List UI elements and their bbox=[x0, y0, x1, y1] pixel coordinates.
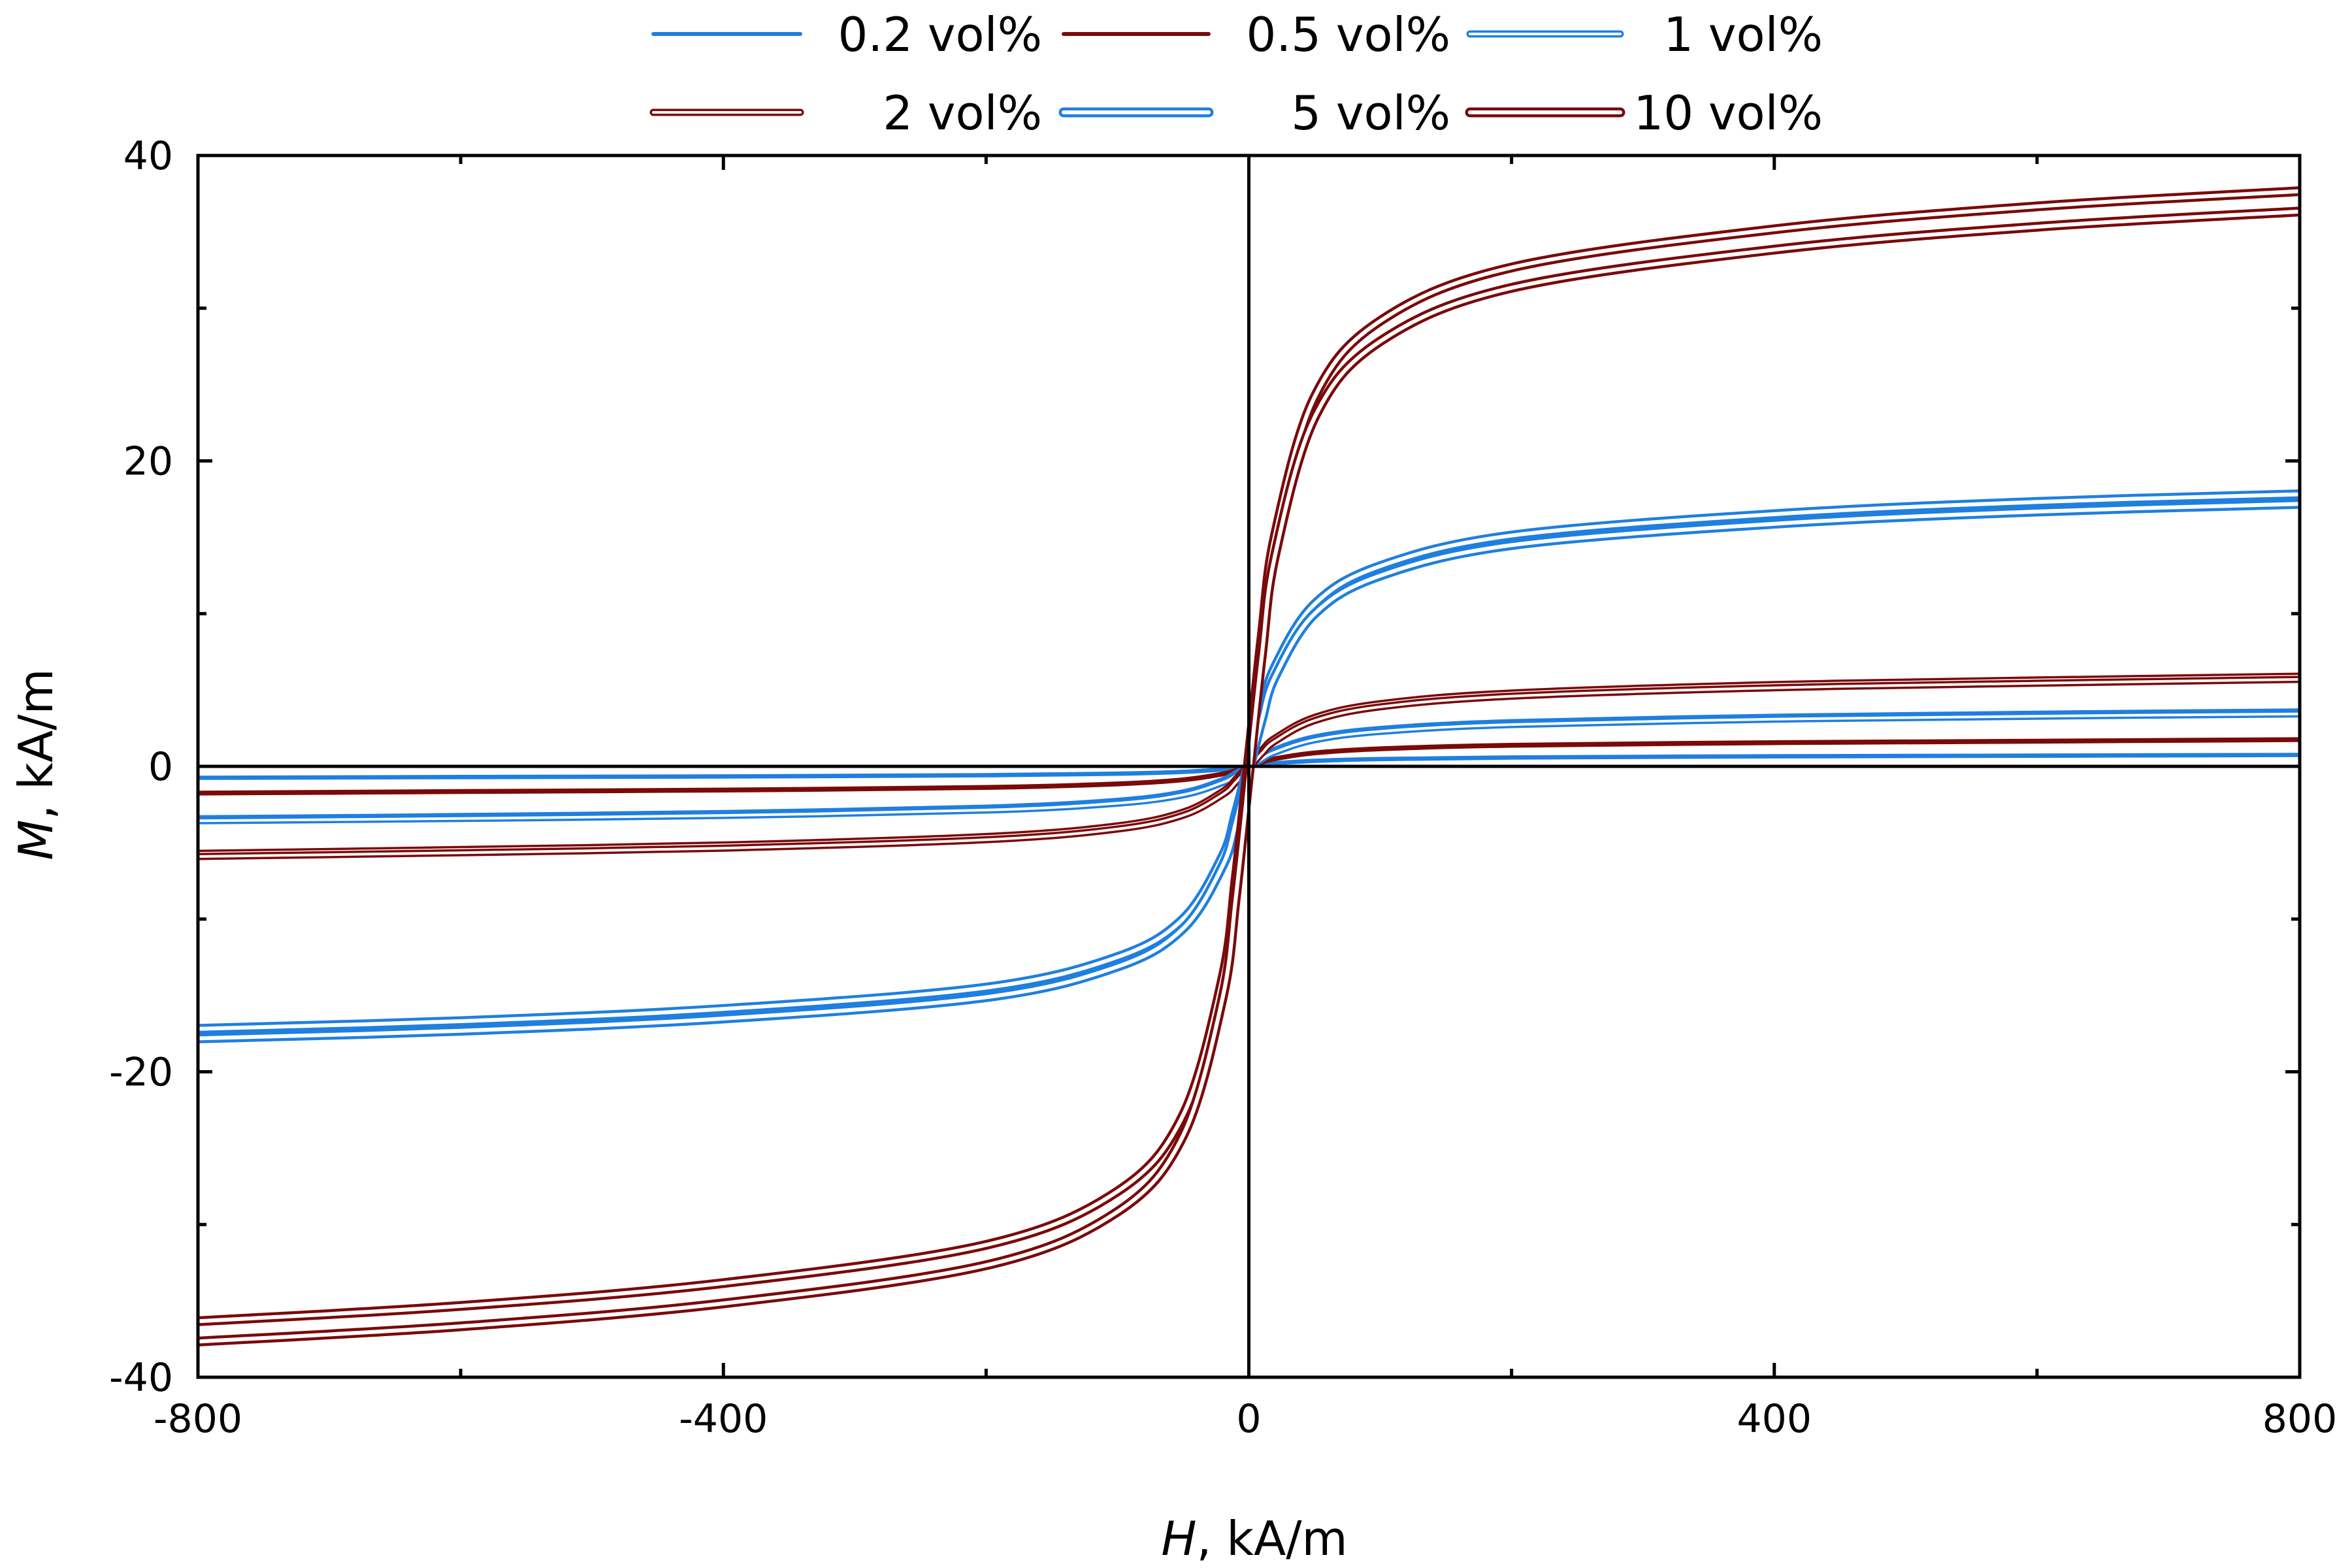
axes: -800 -400 0 400 800 -40 -20 0 20 40 bbox=[109, 133, 2337, 1442]
legend-item: 10 vol% bbox=[1465, 86, 1823, 140]
legend-item: 2 vol% bbox=[649, 86, 1042, 140]
x-tick-label: 400 bbox=[1737, 1396, 1812, 1442]
y-tick-label: -40 bbox=[109, 1355, 173, 1401]
plot-frame bbox=[196, 154, 2302, 1379]
x-axis-unit: , kA/m bbox=[1197, 1511, 1348, 1566]
y-axis-symbol: M bbox=[8, 820, 63, 860]
legend-item: 0.5 vol% bbox=[1062, 7, 1450, 62]
legend: 0.2 vol% 0.5 vol% 1 vol% 2 vol% 5 vol% 10 vol… bbox=[649, 7, 1823, 140]
y-tick-label: 0 bbox=[148, 744, 173, 790]
y-tick-label: 20 bbox=[123, 439, 173, 485]
legend-label: 5 vol% bbox=[1291, 86, 1450, 140]
y-tick-label: 40 bbox=[123, 133, 173, 179]
legend-label: 10 vol% bbox=[1633, 86, 1823, 140]
x-axis-title: H, kA/m bbox=[1161, 1511, 1347, 1566]
x-tick-label: 0 bbox=[1236, 1396, 1261, 1442]
legend-item: 0.2 vol% bbox=[651, 7, 1042, 62]
legend-item: 5 vol% bbox=[1058, 86, 1450, 140]
x-tick-label: 800 bbox=[2262, 1396, 2338, 1442]
legend-item: 1 vol% bbox=[1466, 7, 1823, 62]
y-tick-label: -20 bbox=[109, 1050, 173, 1096]
legend-label: 0.5 vol% bbox=[1247, 7, 1450, 62]
legend-label: 1 vol% bbox=[1663, 7, 1823, 62]
x-tick-label: -400 bbox=[679, 1396, 768, 1442]
legend-label: 2 vol% bbox=[883, 86, 1042, 140]
x-axis-symbol: H bbox=[1161, 1511, 1196, 1566]
legend-label: 0.2 vol% bbox=[838, 7, 1042, 62]
x-tick-label: -800 bbox=[154, 1396, 242, 1442]
y-axis-unit: , kA/m bbox=[8, 668, 63, 819]
y-axis-title: M, kA/m bbox=[8, 668, 63, 860]
